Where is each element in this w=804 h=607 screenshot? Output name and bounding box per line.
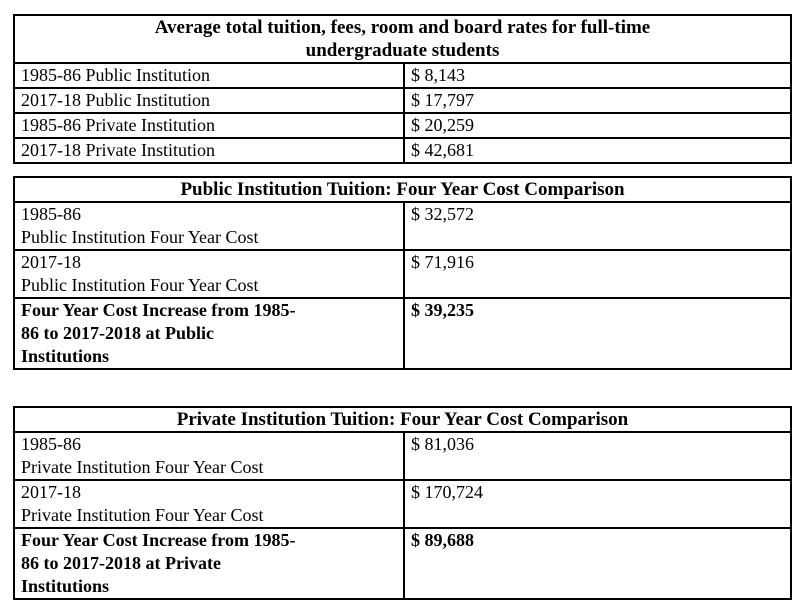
- row-label: 2017-18 Private Institution: [13, 137, 405, 164]
- row-label: Four Year Cost Increase from 1985- 86 to…: [13, 527, 405, 600]
- row-label: Four Year Cost Increase from 1985- 86 to…: [13, 297, 405, 370]
- row-label: 1985-86 Private Institution Four Year Co…: [13, 431, 405, 481]
- table-title: Public Institution Tuition: Four Year Co…: [13, 176, 792, 203]
- table-title: Private Institution Tuition: Four Year C…: [13, 406, 792, 433]
- row-label: 2017-18 Private Institution Four Year Co…: [13, 479, 405, 529]
- row-label: 2017-18 Public Institution Four Year Cos…: [13, 249, 405, 299]
- table-private-four-year-comparison: Private Institution Tuition: Four Year C…: [13, 406, 792, 600]
- table-row: 2017-18 Public Institution Four Year Cos…: [13, 249, 792, 299]
- table-average-tuition-rates: Average total tuition, fees, room and bo…: [13, 14, 792, 164]
- table-header-row: Average total tuition, fees, room and bo…: [13, 14, 792, 64]
- table-header-row: Private Institution Tuition: Four Year C…: [13, 406, 792, 433]
- row-label: 2017-18 Public Institution: [13, 87, 405, 114]
- row-value: $ 89,688: [403, 527, 792, 600]
- row-value: $ 32,572: [403, 201, 792, 251]
- table-public-four-year-comparison: Public Institution Tuition: Four Year Co…: [13, 176, 792, 370]
- row-value: $ 71,916: [403, 249, 792, 299]
- row-value: $ 42,681: [403, 137, 792, 164]
- row-value: $ 8,143: [403, 62, 792, 89]
- table-row: 2017-18 Private Institution $ 42,681: [13, 137, 792, 164]
- row-value: $ 170,724: [403, 479, 792, 529]
- table-total-row: Four Year Cost Increase from 1985- 86 to…: [13, 297, 792, 370]
- row-value: $ 39,235: [403, 297, 792, 370]
- table-header-row: Public Institution Tuition: Four Year Co…: [13, 176, 792, 203]
- table-row: 2017-18 Private Institution Four Year Co…: [13, 479, 792, 529]
- table-title: Average total tuition, fees, room and bo…: [13, 14, 792, 64]
- table-row: 1985-86 Public Institution $ 8,143: [13, 62, 792, 89]
- table-row: 1985-86 Public Institution Four Year Cos…: [13, 201, 792, 251]
- row-value: $ 17,797: [403, 87, 792, 114]
- row-value: $ 81,036: [403, 431, 792, 481]
- table-row: 1985-86 Private Institution $ 20,259: [13, 112, 792, 139]
- row-label: 1985-86 Public Institution: [13, 62, 405, 89]
- row-label: 1985-86 Public Institution Four Year Cos…: [13, 201, 405, 251]
- table-row: 2017-18 Public Institution $ 17,797: [13, 87, 792, 114]
- row-value: $ 20,259: [403, 112, 792, 139]
- row-label: 1985-86 Private Institution: [13, 112, 405, 139]
- table-total-row: Four Year Cost Increase from 1985- 86 to…: [13, 527, 792, 600]
- table-row: 1985-86 Private Institution Four Year Co…: [13, 431, 792, 481]
